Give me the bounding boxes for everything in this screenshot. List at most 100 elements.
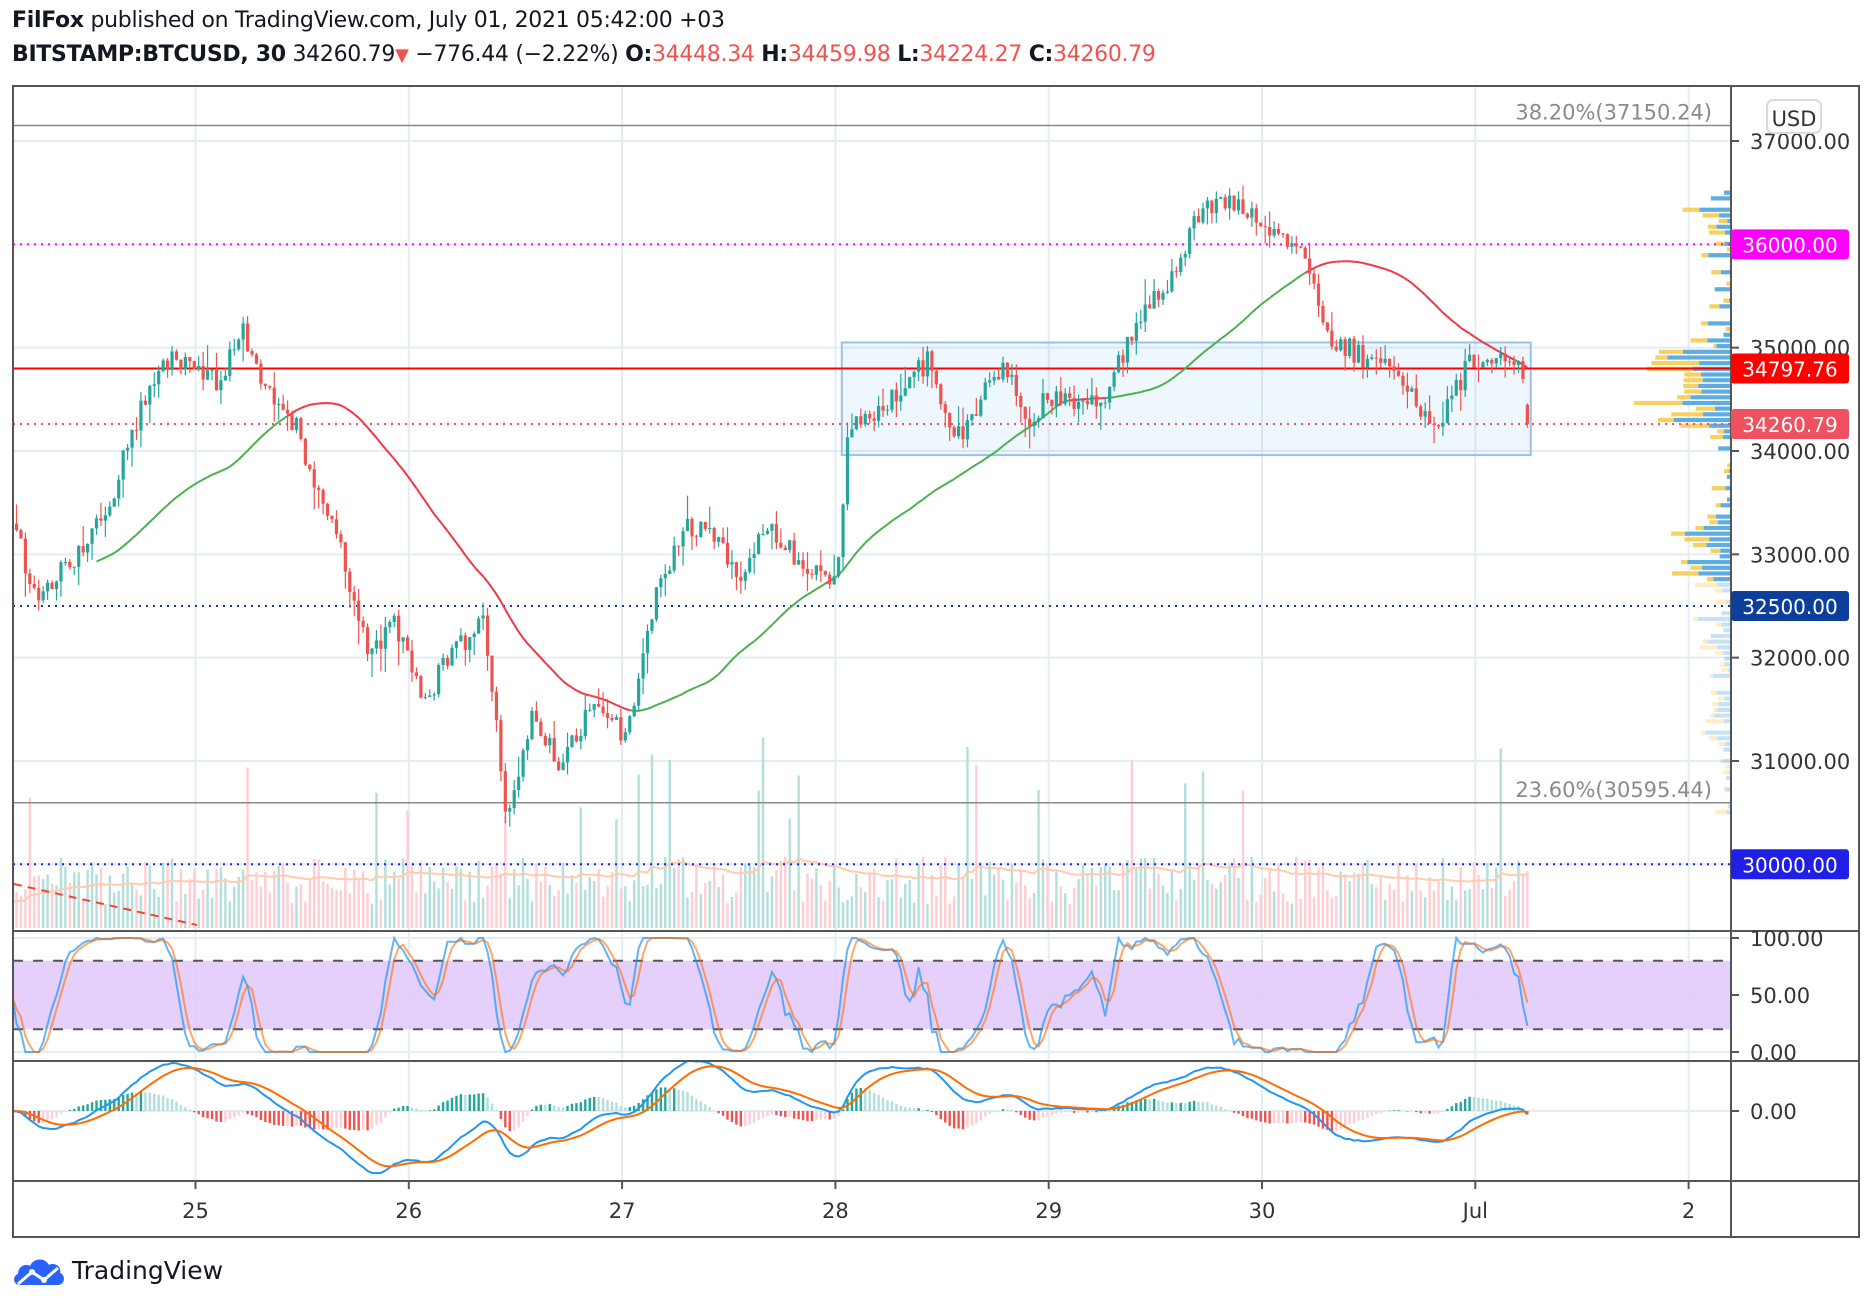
volume-bar [28,798,32,928]
moving-average-segment [499,601,507,611]
volume-bar [966,747,969,928]
macd-histogram-bar [610,1101,614,1111]
candle-body [183,357,187,370]
candle-body [588,709,592,711]
price-pane[interactable]: 38.20%(37150.24) 23.60%(30595.44) [10,100,1731,928]
volume-profile-down-bar [1711,270,1721,275]
candle-body [94,518,99,529]
volume-bar [668,759,671,928]
volume-bar [606,886,609,928]
stoch-rsi-pane[interactable] [12,935,1529,1054]
macd-histogram-bar [539,1104,543,1111]
currency-badge[interactable]: USD [1766,99,1822,134]
candle-body [103,515,107,521]
volume-bar [1392,889,1396,928]
moving-average-segment [726,659,733,666]
candle-body [130,429,134,448]
candle-body [797,560,801,565]
volume-bar [446,881,449,928]
candle-body [277,404,281,406]
tradingview-logo[interactable]: TradingView [12,1254,223,1286]
macd-histogram-bar [504,1111,507,1128]
volume-profile-down-bar [1707,514,1716,519]
volume-bar [1090,868,1094,928]
candle-body [1285,234,1290,247]
close-value: 34260.79 [1053,42,1156,67]
volume-profile-down-bar [1677,395,1691,400]
volume-bar [944,856,947,928]
candle-body [1476,367,1481,369]
macd-histogram-bar [473,1094,476,1111]
moving-average-segment [580,691,586,696]
volume-bar [704,882,707,928]
candle-body [437,664,441,695]
macd-histogram-bar [1064,1111,1067,1113]
chart-frame [12,85,1860,1238]
candle-body [1108,386,1112,403]
macd-histogram-bar [99,1100,103,1111]
moving-average-segment [966,466,973,472]
volume-profile-up-bar [1703,525,1731,531]
volume-bar [273,871,276,928]
macd-pane[interactable] [12,1061,1529,1175]
macd-histogram-bar [837,1111,840,1116]
volume-profile-down-bar [1658,349,1683,354]
candle-body [543,736,547,746]
macd-histogram-bar [1286,1111,1289,1124]
moving-average-segment [433,513,440,521]
macd-histogram-bar [1370,1111,1374,1116]
volume-bar [64,866,67,928]
moving-average-segment [442,524,449,532]
candle-body [721,537,725,543]
candle-body [1263,226,1267,228]
macd-histogram-bar [326,1111,329,1130]
moving-average-segment [189,483,195,489]
volume-profile-up-bar [1698,571,1731,576]
moving-average-segment [731,654,738,661]
candle-body [859,416,863,425]
moving-average-segment [1358,261,1364,265]
moving-average-segment [1206,345,1213,351]
volume-bar [681,857,685,928]
price-tag [1731,849,1849,880]
volume-profile-down-bar [1710,434,1723,440]
volume-profile-down-bar [1725,764,1730,769]
volume-bar [290,902,294,928]
volume-profile-down-bar [1692,616,1698,622]
candle-body [952,427,956,437]
candle-body [1192,216,1196,229]
author-name[interactable]: FilFox [12,8,84,33]
candle-body [712,528,716,542]
moving-average-segment [535,652,542,659]
volume-profile-down-bar [1694,582,1718,587]
low-label: L: [897,42,920,67]
candle-body [1463,360,1467,391]
candle-body [352,592,356,601]
macd-histogram-bar [175,1101,178,1111]
volume-bar [104,904,107,928]
macd-histogram-bar [806,1111,809,1121]
volume-profile-down-bar [1711,486,1726,491]
volume-bar [1006,899,1009,928]
candle-body [1414,388,1418,407]
candle-body [294,418,299,430]
volume-profile-up-bar [1721,611,1731,616]
volume-bar [201,889,205,928]
candle-body [330,515,334,520]
macd-histogram-bar [117,1097,120,1111]
volume-bar [68,882,72,928]
candle-body [1312,273,1316,284]
volume-bar [890,879,894,928]
moving-average-segment [1313,265,1319,269]
moving-average-segment [753,636,760,643]
candle-body [996,376,1001,380]
volume-profile-up-bar [1721,622,1731,627]
volume-bar [1423,897,1427,928]
volume-profile-up-bar [1726,775,1731,781]
volume-bar [1317,867,1320,928]
volume-bar [819,885,823,928]
candle-body [303,438,307,465]
macd-histogram-bar [428,1110,431,1111]
macd-histogram-bar [24,1111,27,1117]
